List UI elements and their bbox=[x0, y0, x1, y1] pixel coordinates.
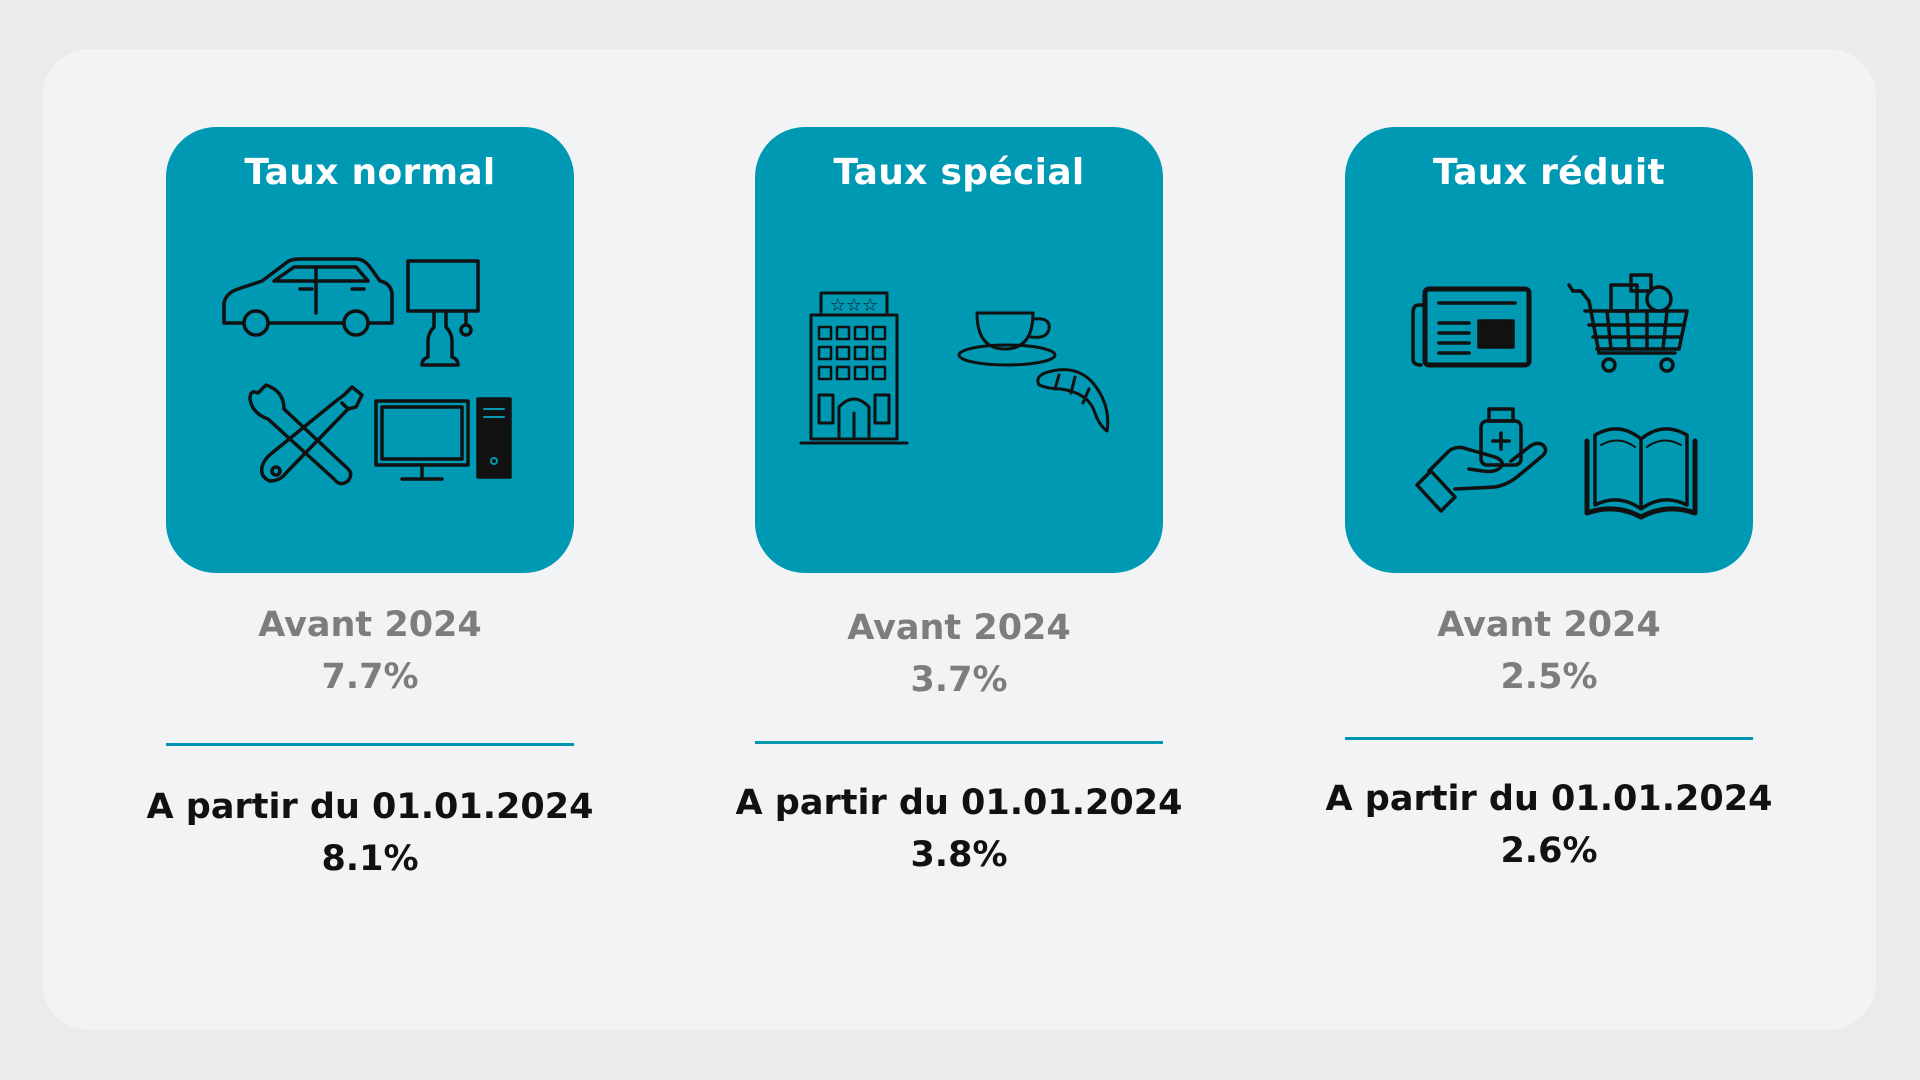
tools-icon bbox=[248, 383, 364, 486]
rate-card-title: Taux normal bbox=[244, 152, 496, 193]
car-icon bbox=[222, 257, 394, 337]
rate-card-normal: Taux normal bbox=[166, 127, 574, 573]
rate-after-value: 8.1% bbox=[321, 839, 419, 879]
rate-column-special: Taux spécial ☆☆☆ bbox=[736, 49, 1182, 1030]
svg-text:☆☆☆: ☆☆☆ bbox=[830, 295, 878, 316]
rate-before-label: Avant 2024 bbox=[1437, 605, 1661, 645]
rate-before: Avant 2024 7.7% bbox=[166, 599, 574, 703]
rate-card-reduced: Taux réduit bbox=[1345, 127, 1753, 573]
shopping-cart-icon bbox=[1567, 273, 1689, 373]
medicine-hand-icon bbox=[1415, 407, 1548, 513]
rate-card-title: Taux réduit bbox=[1432, 152, 1665, 193]
rate-before-label: Avant 2024 bbox=[847, 608, 1071, 648]
rate-after-value: 3.8% bbox=[910, 835, 1008, 875]
rate-divider bbox=[166, 743, 574, 746]
rate-column-reduced: Taux réduit bbox=[1326, 49, 1772, 1030]
rate-divider bbox=[755, 741, 1163, 744]
book-icon bbox=[1584, 427, 1698, 520]
croissant-icon bbox=[1036, 368, 1110, 433]
rate-before: Avant 2024 3.7% bbox=[755, 602, 1163, 706]
rate-after: A partir du 01.01.2024 8.1% bbox=[146, 781, 594, 885]
rate-column-normal: Taux normal bbox=[147, 49, 593, 1030]
coffee-cup-icon bbox=[957, 311, 1057, 367]
rate-after-label: A partir du 01.01.2024 bbox=[735, 783, 1183, 823]
rate-after: A partir du 01.01.2024 2.6% bbox=[1325, 773, 1773, 877]
rate-card-special: Taux spécial ☆☆☆ bbox=[755, 127, 1163, 573]
hotel-icon: ☆☆☆ bbox=[799, 291, 909, 445]
rate-before-value: 7.7% bbox=[321, 657, 419, 697]
rate-after: A partir du 01.01.2024 3.8% bbox=[735, 777, 1183, 881]
rate-before-label: Avant 2024 bbox=[258, 605, 482, 645]
desktop-computer-icon bbox=[374, 397, 512, 481]
rate-after-label: A partir du 01.01.2024 bbox=[1325, 779, 1773, 819]
rate-card-title: Taux spécial bbox=[833, 152, 1085, 193]
rate-before-value: 3.7% bbox=[910, 660, 1008, 700]
rate-after-label: A partir du 01.01.2024 bbox=[146, 787, 594, 827]
vat-rates-panel: Taux normal bbox=[42, 49, 1876, 1030]
newspaper-icon bbox=[1411, 286, 1532, 368]
rate-after-value: 2.6% bbox=[1500, 831, 1598, 871]
rate-before: Avant 2024 2.5% bbox=[1345, 599, 1753, 703]
rate-before-value: 2.5% bbox=[1500, 657, 1598, 697]
lamp-icon bbox=[406, 259, 480, 367]
rate-divider bbox=[1345, 737, 1753, 740]
